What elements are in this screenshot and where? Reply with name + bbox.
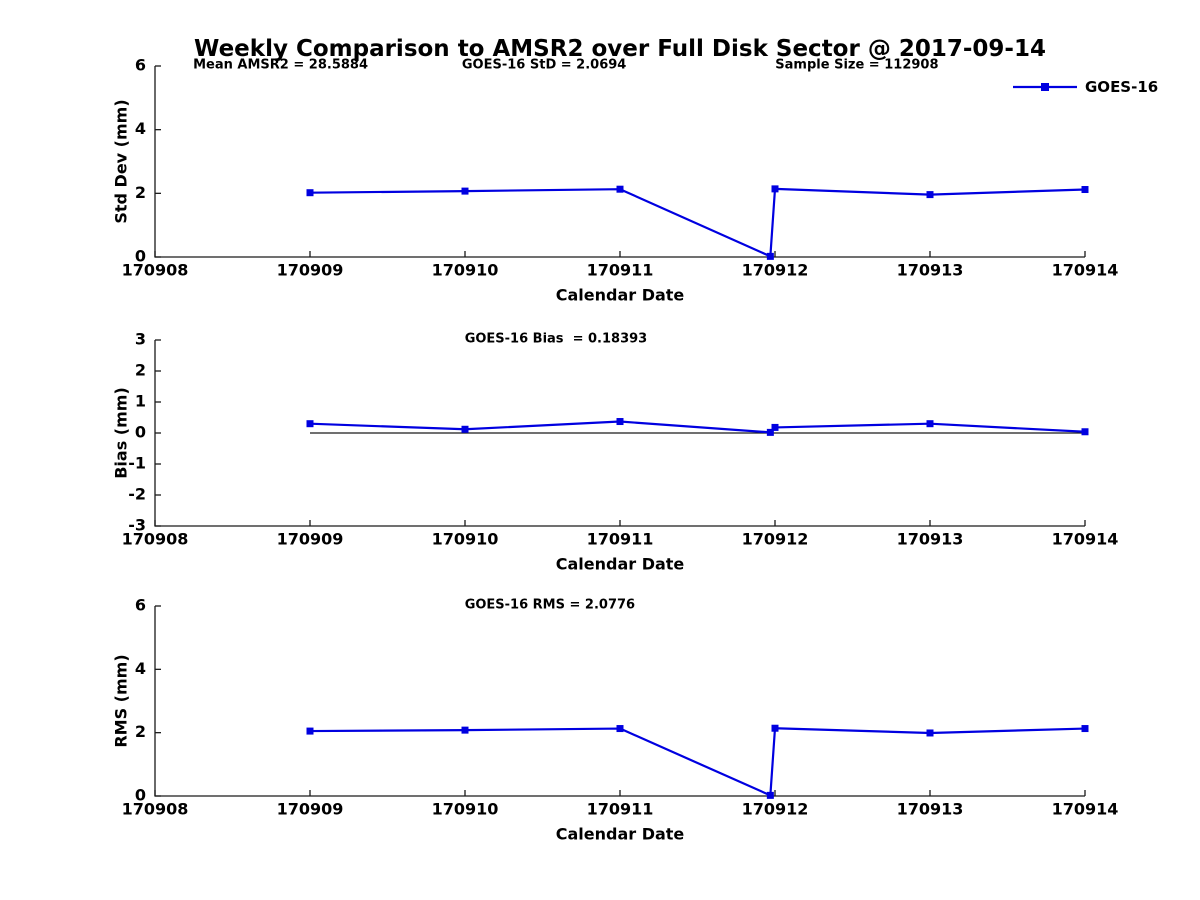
y-tick-label: 1 (135, 392, 146, 411)
data-point-marker (771, 185, 779, 193)
subplot-1: 170908 170909 170910 170911 170912 170913 1709… (112, 56, 1119, 305)
annotation: Mean AMSR2 = 28.5884 (193, 58, 368, 73)
y-tick-label: 3 (135, 330, 146, 349)
y-tick-label: 2 (135, 361, 146, 380)
x-tick-label: 170908 (122, 800, 189, 819)
data-point-marker (1081, 428, 1089, 436)
x-tick-label: 170914 (1052, 800, 1119, 819)
data-point-marker (461, 726, 469, 734)
data-point-marker (616, 185, 624, 193)
x-tick-label: 170910 (432, 530, 499, 549)
data-point-marker (306, 727, 314, 735)
data-point-marker (771, 423, 779, 431)
x-tick-label: 170912 (742, 530, 809, 549)
data-point-marker (306, 189, 314, 197)
x-tick-label: 170912 (742, 800, 809, 819)
x-tick-label: 170914 (1052, 261, 1119, 280)
annotation: Sample Size = 112908 (775, 58, 938, 73)
subplot-2: 170908 170909 170910 170911 170912 170913 1709… (112, 330, 1119, 574)
x-tick-label: 170913 (897, 800, 964, 819)
y-tick-label: -1 (128, 454, 146, 473)
x-tick-label: 170908 (122, 530, 189, 549)
y-tick-label: 6 (135, 56, 146, 75)
axes-spines (154, 606, 1085, 797)
subplot-3: 170908 170909 170910 170911 170912 170913 1709… (112, 596, 1119, 844)
annotation: GOES-16 StD = 2.0694 (462, 58, 626, 73)
series-line-goes16 (309, 187, 1086, 258)
x-tick-label: 170910 (432, 261, 499, 280)
legend-label: GOES-16 (1085, 78, 1159, 96)
y-tick-label: 6 (135, 596, 146, 615)
y-tick-label: 4 (135, 119, 146, 138)
x-axis-label: Calendar Date (556, 286, 685, 305)
x-tick-label: 170911 (587, 261, 654, 280)
x-tick-label: 170911 (587, 530, 654, 549)
x-axis-label: Calendar Date (556, 825, 685, 844)
data-point-marker (616, 418, 624, 426)
legend: GOES-16 (1012, 78, 1158, 96)
data-point-marker (461, 425, 469, 433)
axes-spines (154, 66, 1085, 258)
legend-square-marker-icon (1041, 83, 1049, 91)
x-tick-label: 170913 (897, 530, 964, 549)
y-axis-label: RMS (mm) (112, 654, 131, 747)
x-tick-label: 170909 (277, 530, 344, 549)
y-tick-label: 4 (135, 659, 146, 678)
annotation: GOES-16 Bias = 0.18393 (465, 332, 648, 347)
data-point-marker (771, 724, 779, 732)
data-point-marker (926, 191, 934, 199)
data-point-marker (306, 420, 314, 428)
series-line-goes16 (309, 727, 1086, 797)
y-tick-label: 0 (135, 423, 146, 442)
y-tick-label: 2 (135, 722, 146, 741)
y-tick-label: -3 (128, 516, 146, 535)
y-tick-label: -2 (128, 485, 146, 504)
data-point-marker (461, 187, 469, 195)
x-tick-label: 170910 (432, 800, 499, 819)
data-point-marker (1081, 186, 1089, 194)
annotation: GOES-16 RMS = 2.0776 (465, 598, 635, 613)
data-point-marker (616, 725, 624, 733)
series-line-goes16 (309, 420, 1086, 434)
data-point-marker (766, 791, 774, 799)
x-axis-label: Calendar Date (556, 555, 685, 574)
x-tick-label: 170908 (122, 261, 189, 280)
x-tick-label: 170909 (277, 261, 344, 280)
legend-line-swatch (1013, 83, 1077, 91)
x-tick-label: 170914 (1052, 530, 1119, 549)
x-tick-label: 170909 (277, 800, 344, 819)
data-point-marker (766, 428, 774, 436)
x-tick-label: 170912 (742, 261, 809, 280)
data-point-marker (766, 252, 774, 260)
x-tick-label: 170911 (587, 800, 654, 819)
y-axis-label: Bias (mm) (112, 387, 131, 479)
figure-title: Weekly Comparison to AMSR2 over Full Dis… (194, 36, 1046, 62)
y-tick-label: 0 (135, 786, 146, 805)
data-point-marker (926, 729, 934, 737)
data-point-marker (926, 420, 934, 428)
y-tick-label: 0 (135, 247, 146, 266)
x-tick-label: 170913 (897, 261, 964, 280)
y-axis-label: Std Dev (mm) (112, 99, 131, 223)
y-tick-label: 2 (135, 183, 146, 202)
data-point-marker (1081, 725, 1089, 733)
